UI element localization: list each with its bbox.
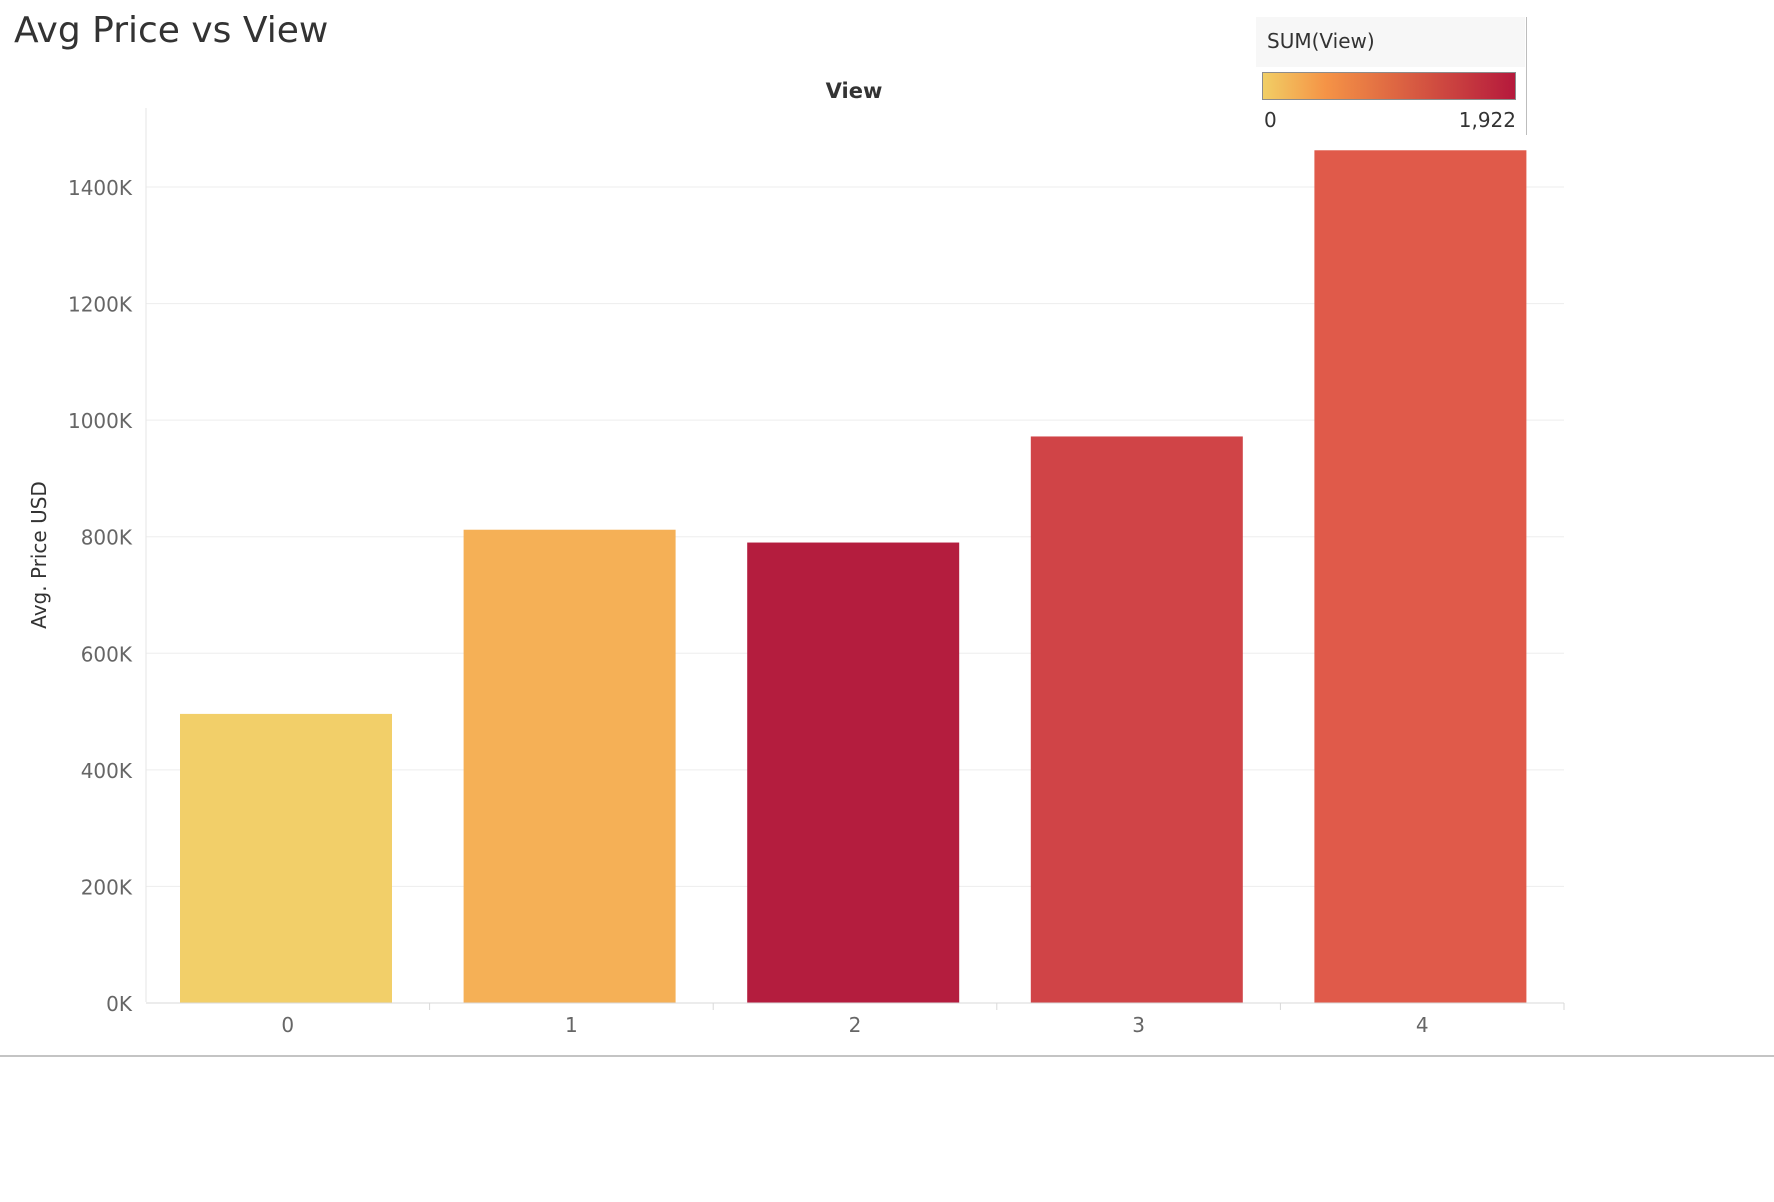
x-tick-label: 0 [281, 1013, 294, 1037]
bar-view-1[interactable] [463, 529, 676, 1003]
y-axis-title: Avg. Price USD [27, 481, 51, 629]
bar-view-0[interactable] [180, 713, 392, 1003]
legend-header: SUM(View) [1256, 17, 1525, 67]
color-ramp [1262, 72, 1516, 100]
y-tick-label: 800K [81, 526, 133, 550]
y-tick-label: 600K [81, 642, 133, 666]
bottom-divider [0, 1055, 1774, 1057]
legend-title: SUM(View) [1267, 29, 1375, 53]
bars [180, 150, 1527, 1003]
bar-view-2[interactable] [747, 542, 960, 1003]
x-tick-label: 1 [565, 1013, 578, 1037]
x-tick-label: 3 [1132, 1013, 1145, 1037]
legend-max-label: 1,922 [1458, 108, 1516, 132]
color-legend[interactable]: SUM(View) 0 1,922 [1256, 17, 1527, 135]
legend-min-label: 0 [1264, 108, 1277, 132]
y-tick-label: 400K [81, 759, 133, 783]
x-tick-label: 4 [1416, 1013, 1429, 1037]
page-title: Avg Price vs View [14, 10, 329, 51]
x-axis-title: View [826, 79, 883, 103]
y-tick-label: 0K [106, 992, 133, 1016]
y-tick-label: 1000K [68, 409, 133, 433]
y-tick-label: 200K [81, 875, 133, 899]
y-axis-ticks: 0K 200K 400K 600K 800K 1000K 1200K 1400K [68, 176, 133, 1016]
y-tick-label: 1400K [68, 176, 133, 200]
y-tick-label: 1200K [68, 293, 133, 317]
bar-view-4[interactable] [1314, 150, 1527, 1003]
x-tick-label: 2 [849, 1013, 862, 1037]
x-axis-ticks: 0 1 2 3 4 [281, 1003, 1565, 1037]
bar-view-3[interactable] [1030, 436, 1243, 1003]
